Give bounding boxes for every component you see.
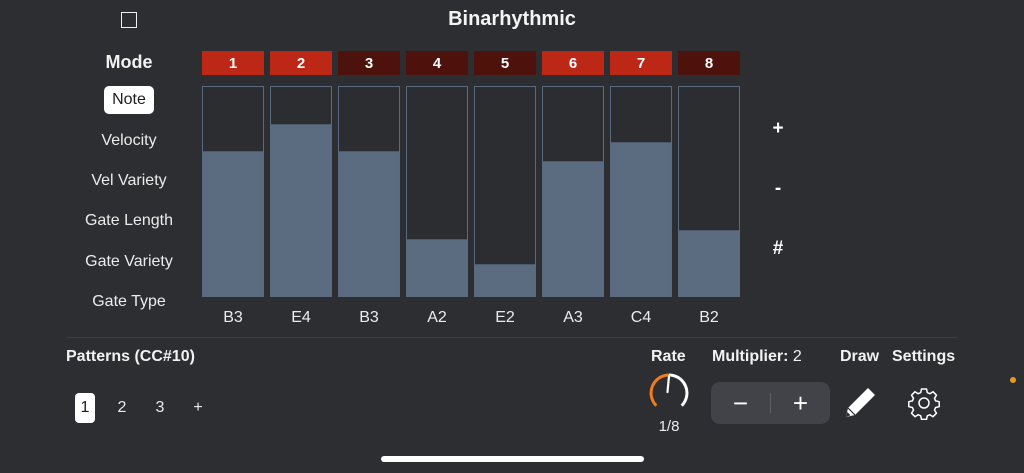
indicator-dot bbox=[1010, 377, 1016, 383]
step-note-label: A3 bbox=[563, 309, 583, 326]
multiplier-stepper: − + bbox=[711, 382, 830, 424]
pencil-icon[interactable] bbox=[842, 384, 878, 420]
step-note-label: C4 bbox=[630, 309, 652, 326]
step-slider-4[interactable] bbox=[406, 86, 468, 297]
step-slider-6[interactable] bbox=[542, 86, 604, 297]
step-note-label: E2 bbox=[495, 309, 515, 326]
home-indicator[interactable] bbox=[381, 456, 644, 462]
rate-label: Rate bbox=[651, 348, 686, 365]
step-slider-5[interactable] bbox=[474, 86, 536, 297]
mode-param-gate-length[interactable]: Gate Length bbox=[60, 212, 198, 230]
gear-icon[interactable] bbox=[907, 386, 941, 420]
rate-value: 1/8 bbox=[658, 418, 680, 435]
step-toggle-2[interactable]: 2 bbox=[270, 51, 332, 75]
mode-param-label: Velocity bbox=[101, 132, 157, 149]
mode-param-label: Gate Variety bbox=[85, 253, 173, 270]
mode-param-gate-type[interactable]: Gate Type bbox=[60, 293, 198, 311]
stop-square-button[interactable] bbox=[121, 12, 137, 28]
step-toggle-3[interactable]: 3 bbox=[338, 51, 400, 75]
pattern-tab-2[interactable]: 2 bbox=[117, 399, 127, 416]
step-slider-1[interactable] bbox=[202, 86, 264, 297]
multiplier-label: Multiplier: 2 bbox=[712, 348, 802, 366]
slider-fill bbox=[679, 230, 739, 296]
mode-param-note[interactable]: Note bbox=[60, 86, 198, 114]
step-toggle-4[interactable]: 4 bbox=[406, 51, 468, 75]
step-note-label: A2 bbox=[427, 309, 447, 326]
mode-param-label: Gate Type bbox=[92, 293, 166, 310]
mode-param-label: Vel Variety bbox=[91, 172, 167, 189]
slider-fill bbox=[611, 142, 671, 296]
mode-param-label: Note bbox=[104, 86, 154, 114]
step-toggle-6[interactable]: 6 bbox=[542, 51, 604, 75]
slider-fill bbox=[271, 123, 331, 296]
step-note-label: E4 bbox=[291, 309, 311, 326]
multiplier-increment-button[interactable]: + bbox=[792, 387, 809, 418]
sharp-button[interactable]: # bbox=[772, 238, 784, 259]
octave-down-button[interactable]: - bbox=[774, 178, 782, 199]
mode-param-gate-variety[interactable]: Gate Variety bbox=[60, 253, 198, 271]
step-slider-7[interactable] bbox=[610, 86, 672, 297]
mode-param-label: Gate Length bbox=[84, 212, 174, 229]
pattern-tab-3[interactable]: 3 bbox=[155, 399, 165, 416]
step-slider-3[interactable] bbox=[338, 86, 400, 297]
octave-up-button[interactable]: + bbox=[772, 118, 784, 139]
settings-label: Settings bbox=[892, 348, 956, 365]
slider-fill bbox=[543, 161, 603, 296]
multiplier-decrement-button[interactable]: − bbox=[732, 387, 749, 418]
multiplier-label-text: Multiplier: bbox=[712, 348, 789, 365]
step-toggle-1[interactable]: 1 bbox=[202, 51, 264, 75]
rate-knob[interactable] bbox=[648, 372, 690, 414]
step-slider-8[interactable] bbox=[678, 86, 740, 297]
slider-fill bbox=[339, 150, 399, 296]
step-slider-2[interactable] bbox=[270, 86, 332, 297]
step-toggle-5[interactable]: 5 bbox=[474, 51, 536, 75]
slider-fill bbox=[475, 263, 535, 296]
multiplier-value: 2 bbox=[792, 348, 802, 365]
step-toggle-7[interactable]: 7 bbox=[610, 51, 672, 75]
pattern-tab-1[interactable]: 1 bbox=[75, 393, 95, 423]
step-note-label: B3 bbox=[223, 309, 243, 326]
app-title: Binarhythmic bbox=[448, 8, 576, 30]
step-note-label: B3 bbox=[359, 309, 379, 326]
section-divider bbox=[66, 337, 958, 338]
draw-label: Draw bbox=[840, 348, 880, 365]
step-note-label: B2 bbox=[699, 309, 719, 326]
mode-param-vel-variety[interactable]: Vel Variety bbox=[60, 172, 198, 190]
stepper-separator bbox=[770, 393, 771, 413]
mode-label: Mode bbox=[105, 52, 153, 72]
step-toggle-8[interactable]: 8 bbox=[678, 51, 740, 75]
slider-fill bbox=[203, 150, 263, 296]
patterns-title: Patterns (CC#10) bbox=[66, 348, 195, 365]
mode-param-velocity[interactable]: Velocity bbox=[60, 132, 198, 150]
slider-fill bbox=[407, 238, 467, 296]
add-pattern-button[interactable]: + bbox=[193, 399, 203, 416]
